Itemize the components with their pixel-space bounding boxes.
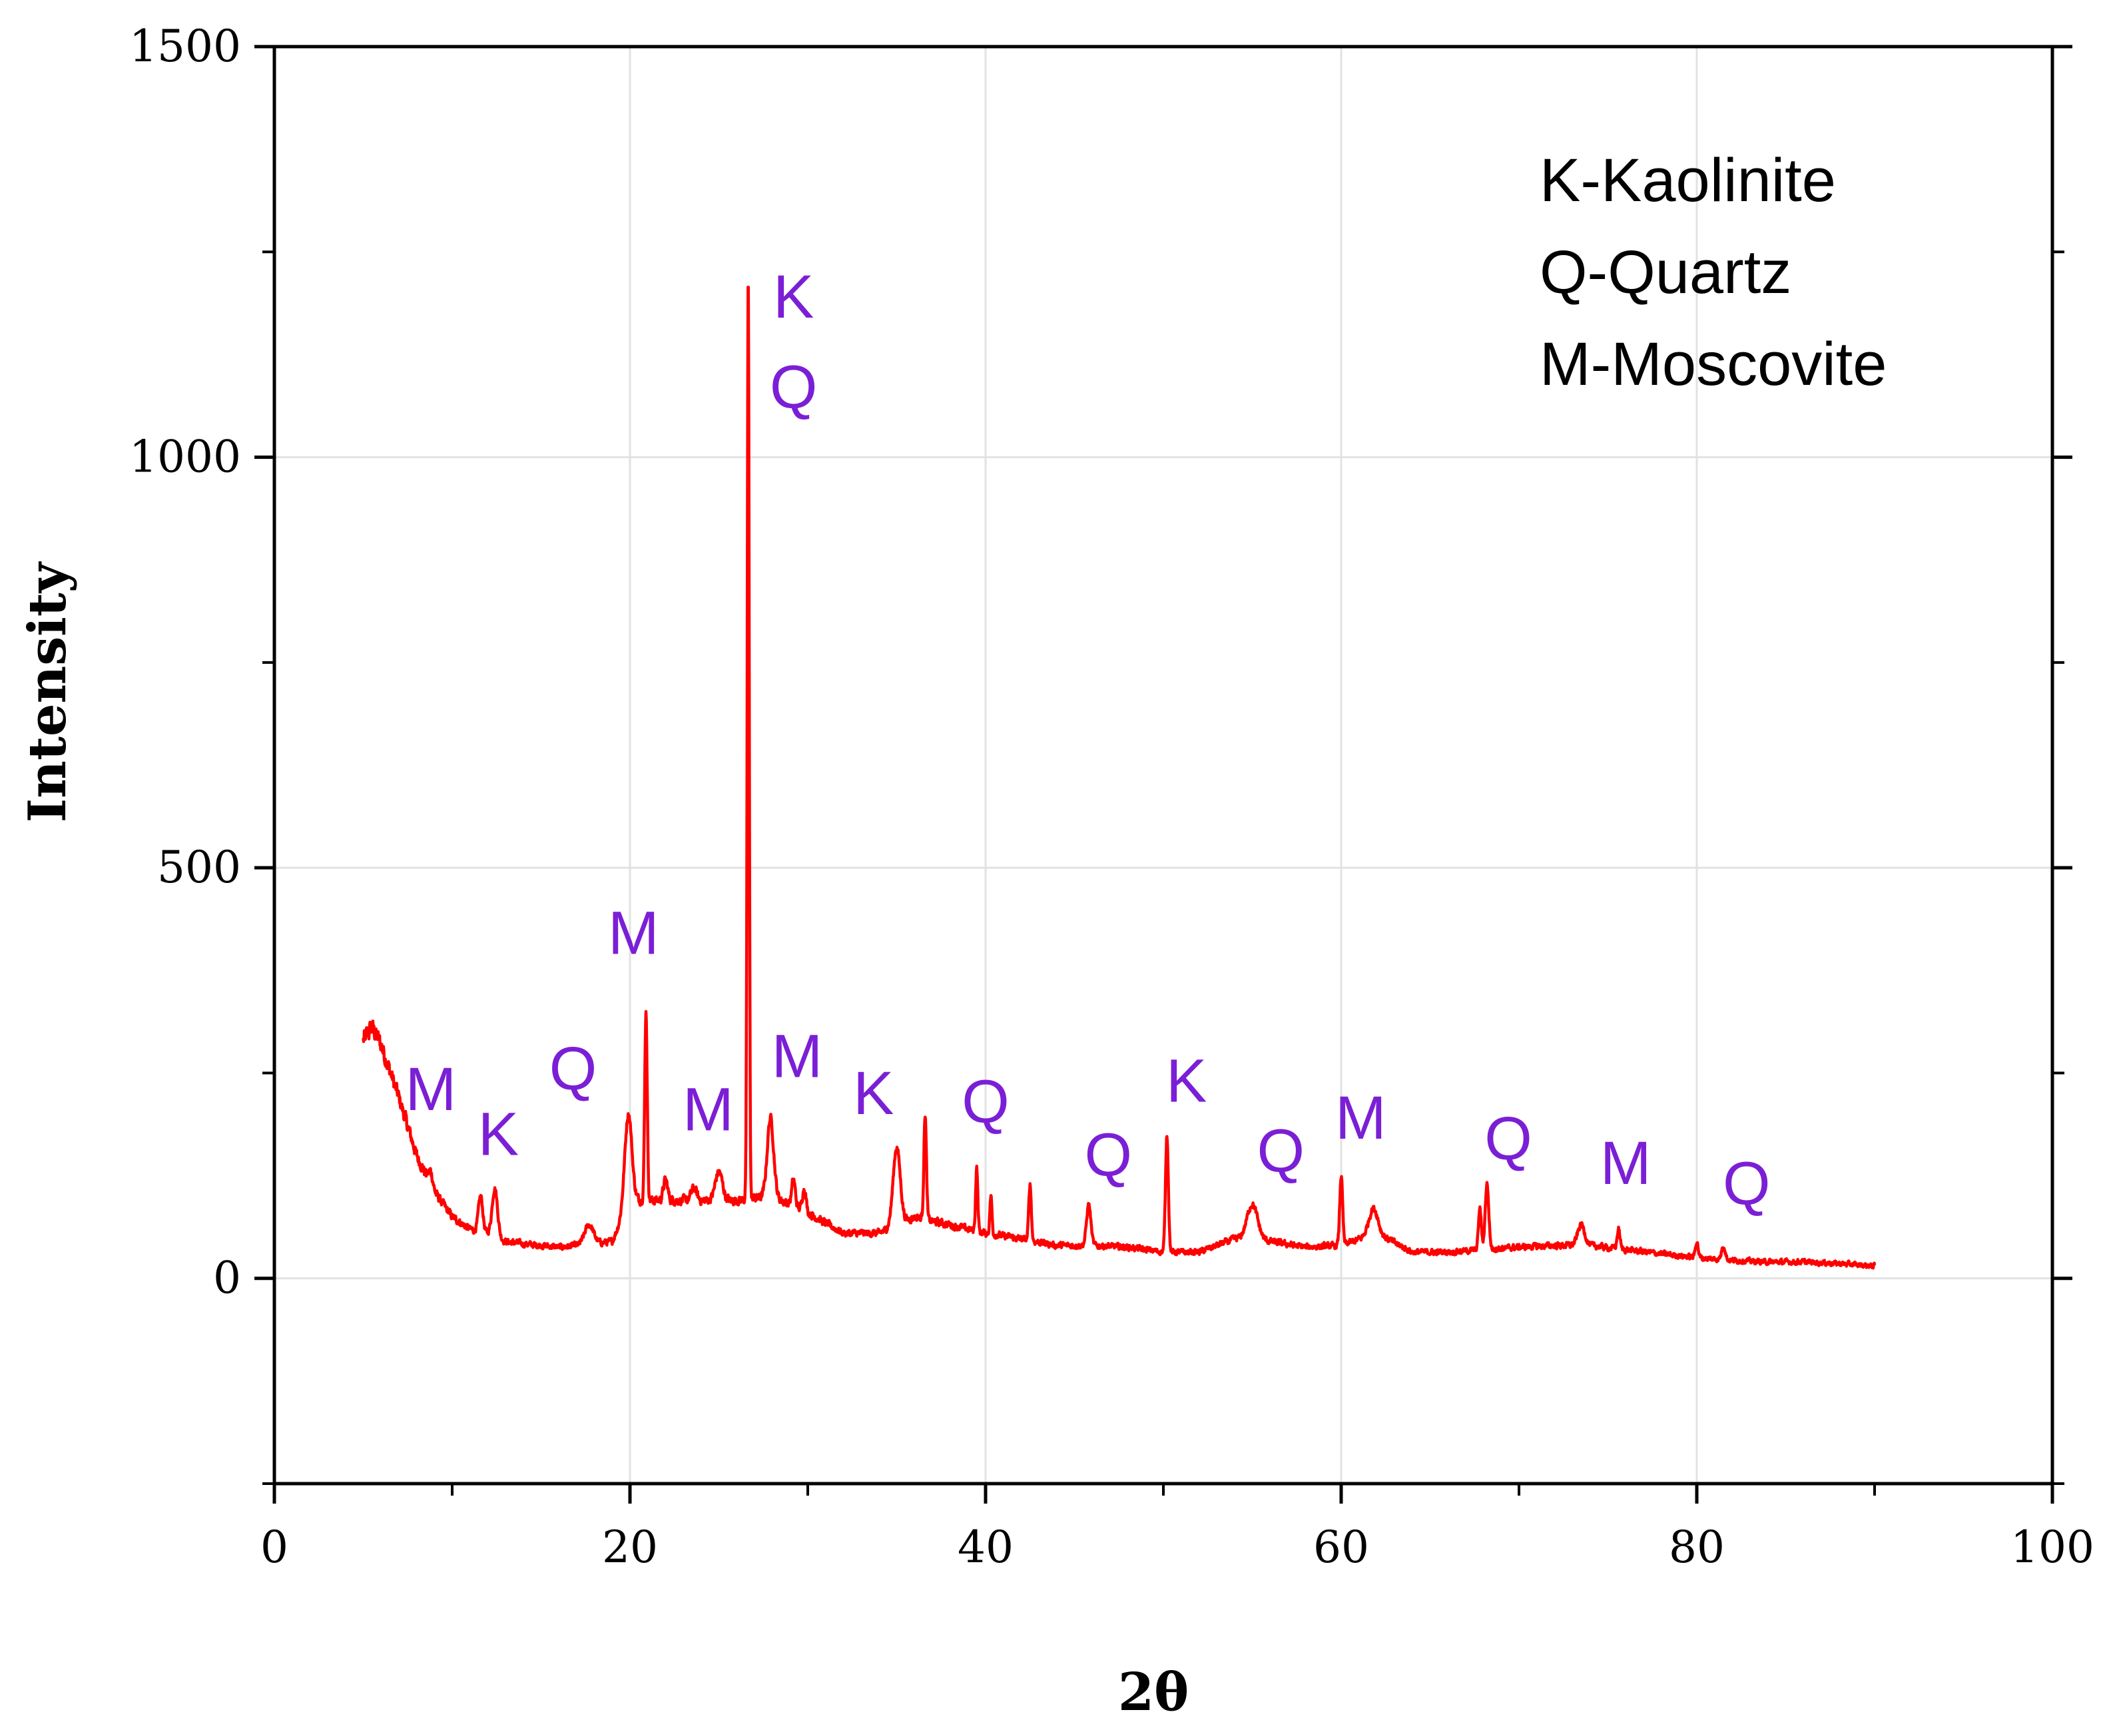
axis-ticks (254, 45, 2072, 1504)
legend: K-Kaolinite Q-Quartz M-Moscovite (1540, 146, 1887, 398)
peak-label-k-11: K (1166, 1047, 1207, 1115)
peak-label-k-5: K (773, 263, 814, 331)
y-tick-label-1500: 1500 (129, 21, 241, 72)
peak-label-q-10: Q (1084, 1121, 1132, 1189)
peak-label-k-8: K (853, 1059, 894, 1127)
peak-label-m-4: M (683, 1076, 734, 1144)
grid (274, 47, 2052, 1484)
peak-label-m-15: M (1600, 1129, 1652, 1197)
peak-label-q-9: Q (962, 1067, 1010, 1135)
legend-entry-kaolinite: K-Kaolinite (1540, 146, 1836, 214)
peak-label-m-13: M (1335, 1084, 1386, 1152)
x-axis-title: 2θ (1118, 1662, 1189, 1723)
x-tick-label-60: 60 (1313, 1522, 1369, 1573)
xrd-trace-line (362, 285, 1877, 1270)
legend-entry-quartz: Q-Quartz (1540, 238, 1791, 306)
peak-label-q-16: Q (1723, 1150, 1771, 1218)
peak-label-m-3: M (608, 900, 659, 968)
peak-label-q-2: Q (549, 1035, 597, 1103)
x-tick-label-0: 0 (260, 1522, 288, 1573)
y-axis-title: Intensity (17, 561, 78, 822)
x-tick-label-20: 20 (602, 1522, 658, 1573)
legend-entry-moscovite: M-Moscovite (1540, 330, 1887, 398)
peak-label-q-12: Q (1257, 1117, 1305, 1185)
peak-label-q-14: Q (1484, 1105, 1532, 1173)
y-tick-label-500: 500 (157, 842, 241, 893)
peak-label-k-1: K (478, 1101, 519, 1169)
peak-label-m-7: M (772, 1023, 823, 1091)
x-tick-label-40: 40 (958, 1522, 1014, 1573)
peak-label-q-6: Q (770, 354, 818, 422)
x-tick-label-100: 100 (2010, 1522, 2094, 1573)
x-tick-label-80: 80 (1669, 1522, 1725, 1573)
peak-label-m-0: M (406, 1055, 457, 1123)
y-tick-label-1000: 1000 (129, 432, 241, 483)
y-tick-label-0: 0 (213, 1253, 241, 1304)
